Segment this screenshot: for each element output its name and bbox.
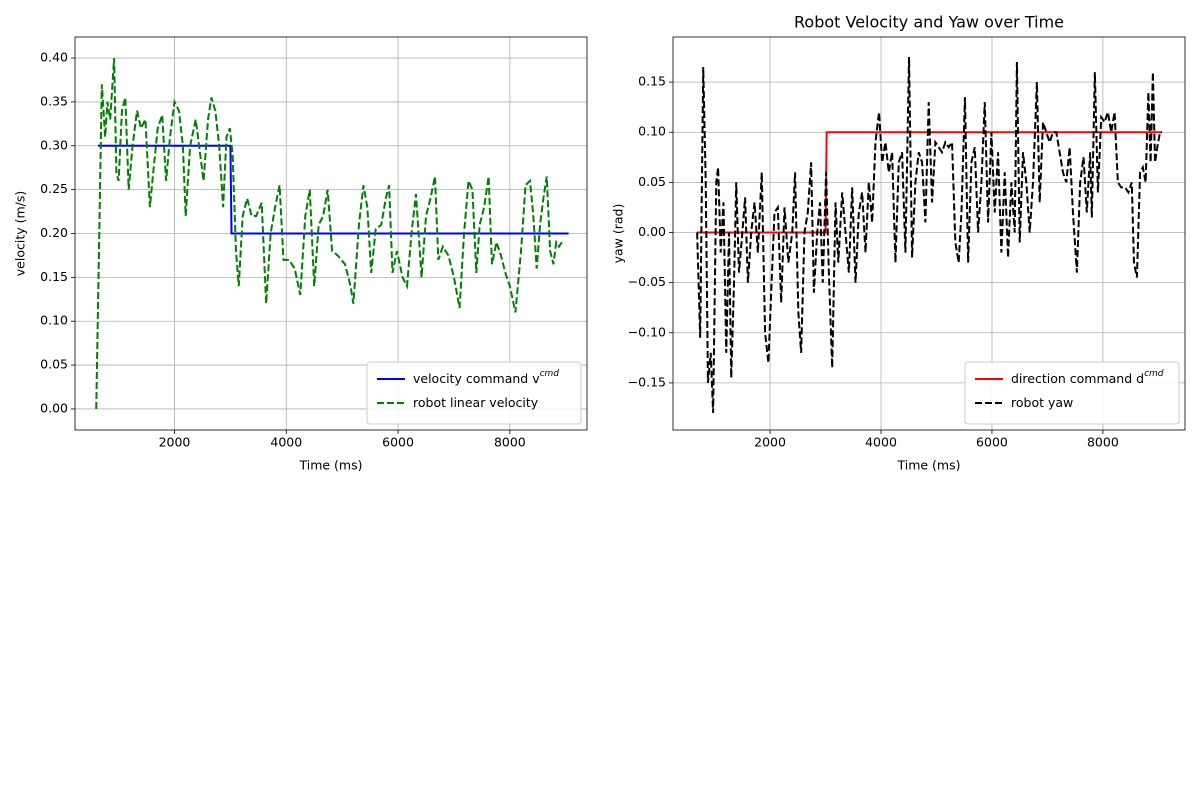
y-tick-label: 0.00 [638,224,666,239]
y-tick-label: 0.40 [40,50,68,65]
legend-name: direction command d [1011,371,1144,386]
legend-label: robot linear velocity [413,395,539,410]
y-axis-label: velocity (m/s) [13,191,28,276]
legend-label: robot yaw [1011,395,1073,410]
x-tick-label: 6000 [382,435,414,450]
legend-superscript: cmd [1144,369,1164,379]
y-tick-label: 0.20 [40,225,68,240]
legend-name: velocity command v [413,371,540,386]
x-axis-label: Time (ms) [896,458,960,473]
legend-label: direction command dcmd [1011,369,1164,386]
x-tick-label: 6000 [976,435,1008,450]
y-tick-label: 0.35 [40,93,68,108]
y-tick-label: −0.15 [628,374,666,389]
y-tick-label: 0.30 [40,137,68,152]
y-tick-label: 0.10 [638,124,666,139]
plot-frame [74,36,588,431]
y-tick-label: 0.15 [40,269,68,284]
x-tick-label: 4000 [270,435,302,450]
y-tick-label: 0.00 [40,400,68,415]
data-line [696,57,1162,413]
legend-box [964,361,1180,425]
y-tick-label: −0.05 [628,274,666,289]
x-tick-label: 4000 [865,435,897,450]
x-tick-label: 2000 [754,435,786,450]
y-tick-label: 0.25 [40,181,68,196]
legend-name: robot yaw [1011,395,1073,410]
subplot: 2000 4000 6000 8000 0.00 0.05 0.10 0.15 0.20 0.25… [13,36,588,473]
y-tick-label: −0.10 [628,324,666,339]
subplot: 2000 4000 6000 8000 −0.15 −0.10 −0.05 0.00 0.05 0… [611,13,1186,473]
x-axis-label: Time (ms) [298,458,362,473]
data-line [95,57,563,409]
y-tick-label: 0.05 [40,357,68,372]
y-axis-label: yaw (rad) [611,204,626,264]
plot-frame [672,36,1186,431]
x-tick-label: 8000 [494,435,526,450]
y-tick-label: 0.05 [638,174,666,189]
y-tick-label: 0.15 [638,74,666,89]
legend-label: velocity command vcmd [413,369,559,386]
legend-superscript: cmd [540,369,560,379]
legend-box [366,361,582,425]
y-tick-label: 0.10 [40,313,68,328]
chart-title: Robot Velocity and Yaw over Time [794,13,1064,32]
legend-name: robot linear velocity [413,395,539,410]
x-tick-label: 8000 [1087,435,1119,450]
x-tick-label: 2000 [159,435,191,450]
